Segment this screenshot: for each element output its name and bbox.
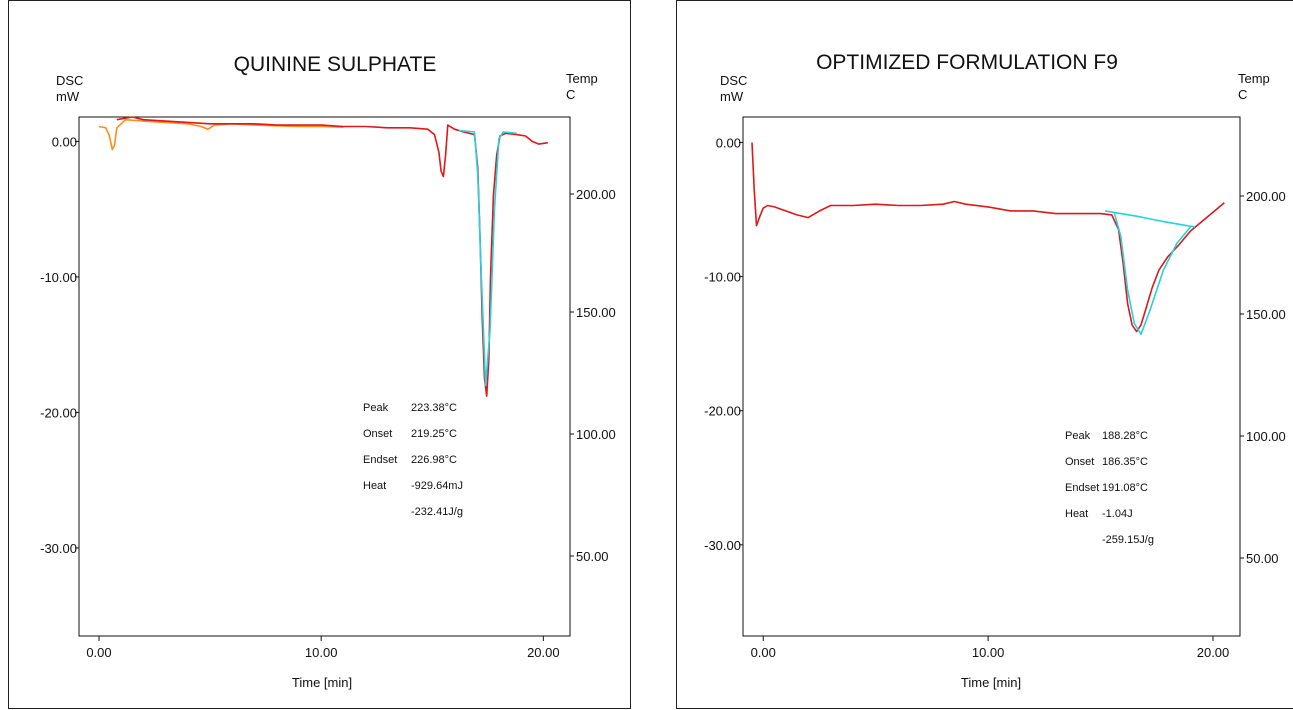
y-tick-label-right: 150.00 [576, 305, 616, 320]
y-tick-label-right: 50.00 [576, 549, 609, 564]
dsc-curve [116, 116, 548, 397]
annotation-value: 186.35°C [1102, 456, 1148, 468]
annotation-value: -259.15J/g [1102, 534, 1154, 546]
x-tick-label: 20.00 [1197, 645, 1230, 660]
x-tick-label: 0.00 [86, 645, 111, 660]
plot-frame [78, 116, 571, 637]
y-tick-label-left: -30.00 [40, 541, 77, 556]
y-tick-label-right: 150.00 [1246, 307, 1286, 322]
y-tick-label-left: -20.00 [40, 405, 77, 420]
left-axis-label-dsc: DSC [56, 73, 83, 88]
x-tick-label: 10.00 [972, 645, 1005, 660]
dsc-chart-quinine-sulphate: QUININE SULPHATE DSC mW Temp C Time [min… [40, 53, 616, 690]
y-tick-label-right: 200.00 [576, 187, 616, 202]
x-axis-label: Time [min] [961, 675, 1021, 690]
annotation-label: Heat [1065, 508, 1088, 520]
x-tick-label: 10.00 [305, 645, 338, 660]
right-axis-label-temp: Temp [1238, 71, 1270, 86]
chart-panel-quinine-sulphate: QUININE SULPHATE DSC mW Temp C Time [min… [8, 0, 631, 709]
x-tick-label: 0.00 [751, 645, 776, 660]
chart-title: OPTIMIZED FORMULATION F9 [816, 51, 1118, 74]
x-tick-label: 20.00 [527, 645, 560, 660]
dsc-chart-optimized-formulation-f9: OPTIMIZED FORMULATION F9 DSC mW Temp C T… [704, 51, 1286, 690]
annotation-label: Onset [363, 428, 392, 440]
y-tick-label-left: 0.00 [716, 135, 741, 150]
dsc-curve [458, 129, 517, 387]
y-tick-label-right: 100.00 [1246, 429, 1286, 444]
y-tick-label-left: -30.00 [704, 538, 741, 553]
right-axis-label-unit: C [1238, 87, 1247, 102]
plot-frame [742, 116, 1241, 637]
dsc-curve [1104, 210, 1196, 228]
chart-title: QUININE SULPHATE [234, 53, 437, 76]
left-axis-label-unit: mW [720, 89, 744, 104]
annotation-value: 226.98°C [411, 454, 457, 466]
right-axis-label-unit: C [566, 87, 575, 102]
y-tick-label-left: -10.00 [704, 270, 741, 285]
annotation-label: Peak [1065, 430, 1091, 442]
chart-panel-optimized-formulation-f9: OPTIMIZED FORMULATION F9 DSC mW Temp C T… [676, 0, 1293, 709]
annotation-label: Onset [1065, 456, 1094, 468]
y-tick-label-left: -10.00 [40, 270, 77, 285]
x-axis-label: Time [min] [292, 675, 352, 690]
annotation-value: 191.08°C [1102, 482, 1148, 494]
annotation-value: 188.28°C [1102, 430, 1148, 442]
annotation-label: Peak [363, 402, 389, 414]
dsc-curve [751, 142, 1225, 333]
y-tick-label-right: 200.00 [1246, 189, 1286, 204]
y-tick-label-right: 100.00 [576, 427, 616, 442]
annotation-value: -929.64mJ [411, 480, 463, 492]
dsc-curve [1113, 211, 1192, 336]
annotation-label: Heat [363, 480, 386, 492]
y-tick-label-left: 0.00 [52, 134, 77, 149]
y-tick-label-left: -20.00 [704, 404, 741, 419]
left-axis-label-dsc: DSC [720, 73, 747, 88]
annotation-value: -232.41J/g [411, 506, 463, 518]
annotation-label: Endset [363, 454, 397, 466]
annotation-value: 219.25°C [411, 428, 457, 440]
left-axis-label-unit: mW [56, 89, 80, 104]
right-axis-label-temp: Temp [566, 71, 598, 86]
annotation-label: Endset [1065, 482, 1099, 494]
y-tick-label-right: 50.00 [1246, 551, 1279, 566]
annotation-value: 223.38°C [411, 402, 457, 414]
annotation-value: -1.04J [1102, 508, 1133, 520]
